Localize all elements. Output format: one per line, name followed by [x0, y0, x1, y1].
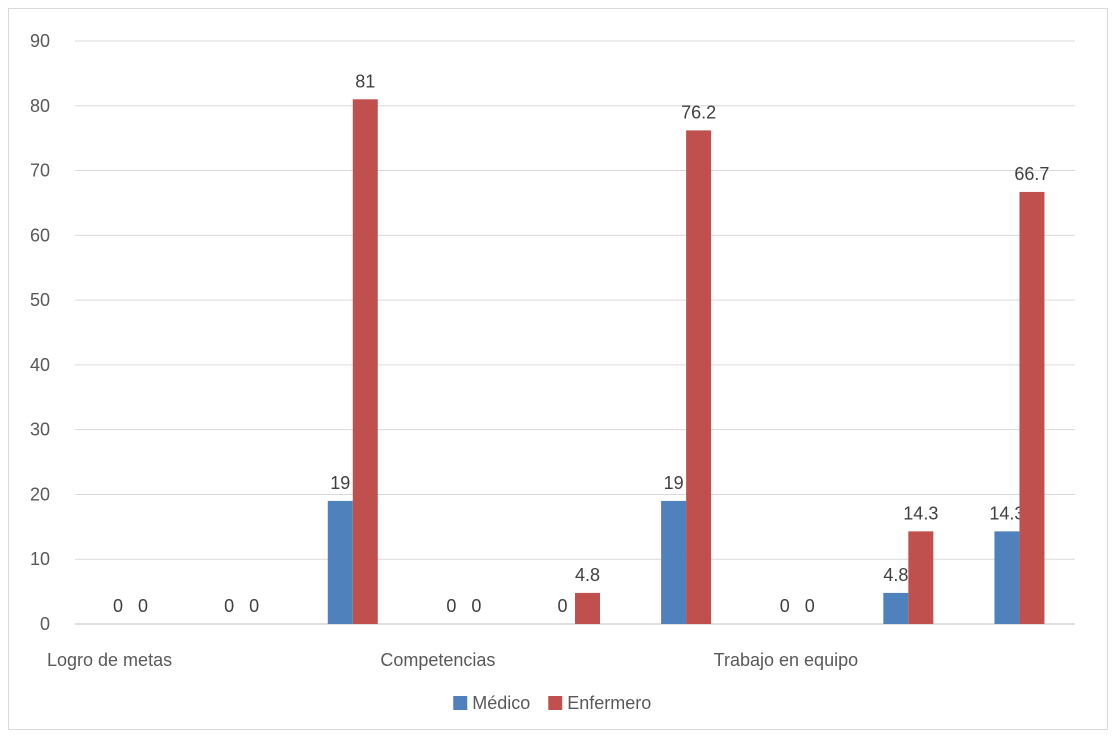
bar — [686, 130, 712, 625]
data-label: 19 — [664, 473, 684, 493]
legend-label: Médico — [472, 693, 530, 713]
category-label: Logro de metas — [47, 650, 172, 670]
data-label: 14.3 — [903, 503, 938, 523]
data-label: 76.2 — [681, 102, 716, 122]
data-label: 0 — [780, 596, 790, 616]
data-label: 81 — [355, 71, 375, 91]
bar — [575, 592, 600, 624]
bar — [327, 500, 353, 624]
y-tick-label: 90 — [30, 31, 50, 51]
data-label: 0 — [224, 596, 234, 616]
data-label: 0 — [138, 596, 148, 616]
y-tick-label: 60 — [30, 225, 50, 245]
category-label: Trabajo en equipo — [714, 650, 858, 670]
legend-label: Enfermero — [567, 693, 651, 713]
bar — [994, 531, 1020, 624]
y-tick-label: 20 — [30, 484, 50, 504]
bar — [908, 531, 934, 624]
y-tick-label: 40 — [30, 355, 50, 375]
data-label: 0 — [446, 596, 456, 616]
data-label: 0 — [113, 596, 123, 616]
data-label: 19 — [330, 473, 350, 493]
legend-swatch — [548, 696, 563, 710]
y-tick-label: 50 — [30, 290, 50, 310]
data-label: 0 — [249, 596, 259, 616]
data-label: 0 — [471, 596, 481, 616]
data-label: 66.7 — [1014, 164, 1049, 184]
y-tick-label: 30 — [30, 420, 50, 440]
category-label: Competencias — [380, 650, 495, 670]
y-tick-label: 10 — [30, 549, 50, 569]
legend-swatch — [453, 696, 468, 710]
bar — [661, 500, 687, 624]
bar — [883, 592, 909, 624]
y-tick-label: 0 — [40, 614, 50, 634]
data-label: 0 — [557, 596, 567, 616]
data-label: 4.8 — [883, 565, 908, 585]
data-label: 0 — [805, 596, 815, 616]
data-label: 4.8 — [575, 565, 600, 585]
bar — [1019, 191, 1045, 624]
data-label: 14.3 — [989, 503, 1024, 523]
y-tick-label: 70 — [30, 161, 50, 181]
bar — [352, 99, 378, 625]
y-tick-label: 80 — [30, 96, 50, 116]
